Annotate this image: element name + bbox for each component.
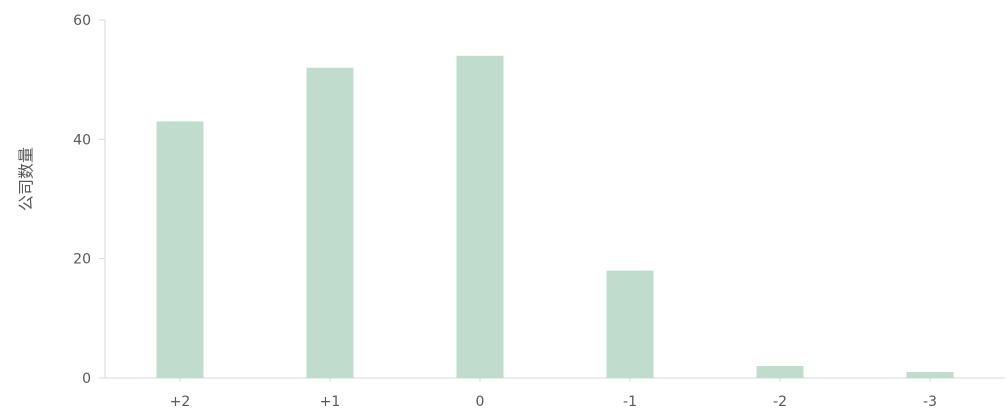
x-tick-label: -3 xyxy=(923,394,937,410)
x-tick-label: -2 xyxy=(773,394,787,410)
y-axis-ticks: 0 20 40 60 xyxy=(73,13,105,387)
x-axis-labels: +2 +1 0 -1 -2 -3 xyxy=(170,378,937,410)
y-axis-title: 公司数量 xyxy=(17,147,36,211)
bars xyxy=(156,55,954,379)
bar xyxy=(906,372,954,378)
bar xyxy=(306,67,354,378)
y-tick-label: 40 xyxy=(73,132,91,148)
x-tick-label: +2 xyxy=(170,394,191,410)
bar xyxy=(156,121,204,379)
x-tick-label: 0 xyxy=(476,394,485,410)
bar xyxy=(756,366,804,378)
x-tick-label: -1 xyxy=(623,394,637,410)
y-tick-label: 20 xyxy=(73,252,91,268)
bar xyxy=(606,270,654,378)
bar xyxy=(456,55,504,379)
y-tick-label: 0 xyxy=(82,371,91,387)
x-tick-label: +1 xyxy=(320,394,341,410)
y-tick-label: 60 xyxy=(73,13,91,29)
